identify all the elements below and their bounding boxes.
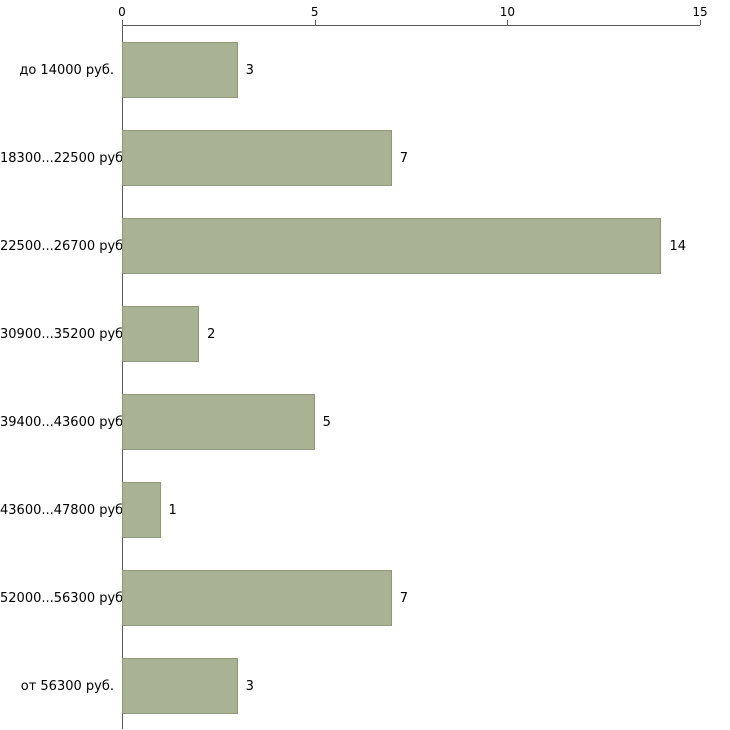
- category-label: 39400...43600 руб.: [0, 414, 128, 430]
- chart-row: от 56300 руб. 3: [0, 642, 730, 730]
- category-label: до 14000 руб.: [19, 62, 114, 78]
- bar-track: 5: [122, 378, 700, 466]
- category-label: 52000...56300 руб.: [0, 590, 128, 606]
- chart-row: 39400...43600 руб. 5: [0, 378, 730, 466]
- category-label: 18300...22500 руб.: [0, 150, 128, 166]
- bar-value-label: 7: [399, 590, 408, 606]
- bar-value-label: 2: [207, 326, 216, 342]
- bar: [122, 130, 392, 186]
- bar-value-label: 3: [245, 62, 254, 78]
- x-tick-mark: [122, 20, 123, 25]
- bar: [122, 482, 161, 538]
- x-tick-label: 0: [118, 5, 126, 19]
- chart-row: 30900...35200 руб. 2: [0, 290, 730, 378]
- x-tick-label: 5: [310, 5, 319, 19]
- bar-track: 7: [122, 114, 700, 202]
- category-label: от 56300 руб.: [20, 678, 114, 694]
- bar: [122, 42, 238, 98]
- bar-track: 2: [122, 290, 700, 378]
- bar-track: 1: [122, 466, 700, 554]
- category-label: 22500...26700 руб.: [0, 238, 128, 254]
- bar-value-label: 3: [245, 678, 254, 694]
- bar-value-label: 14: [669, 238, 686, 254]
- x-tick-mark: [700, 20, 701, 25]
- category-label: 30900...35200 руб.: [0, 326, 128, 342]
- bar: [122, 218, 662, 274]
- bar-track: 14: [122, 202, 700, 290]
- chart-row: 22500...26700 руб. 14: [0, 202, 730, 290]
- bar-track: 3: [122, 642, 700, 730]
- bar: [122, 394, 315, 450]
- x-axis-line: [122, 25, 700, 26]
- bar-value-label: 7: [399, 150, 408, 166]
- bar-value-label: 5: [322, 414, 331, 430]
- x-tick-label: 10: [499, 5, 515, 19]
- bar-value-label: 1: [168, 502, 177, 518]
- chart-row: 52000...56300 руб. 7: [0, 554, 730, 642]
- bars-area: до 14000 руб. 3 18300...22500 руб. 7 22500..…: [0, 26, 730, 730]
- chart-row: 18300...22500 руб. 7: [0, 114, 730, 202]
- x-tick-label: 15: [692, 5, 708, 19]
- bar: [122, 658, 238, 714]
- x-tick-mark: [507, 20, 509, 25]
- x-tick-mark: [314, 20, 316, 25]
- chart-row: до 14000 руб. 3: [0, 26, 730, 114]
- bar: [122, 570, 392, 626]
- bar: [122, 306, 200, 362]
- category-label: 43600...47800 руб.: [0, 502, 128, 518]
- y-axis-line: [122, 25, 123, 729]
- bar-track: 7: [122, 554, 700, 642]
- chart-row: 43600...47800 руб. 1: [0, 466, 730, 554]
- bar-track: 3: [122, 26, 700, 114]
